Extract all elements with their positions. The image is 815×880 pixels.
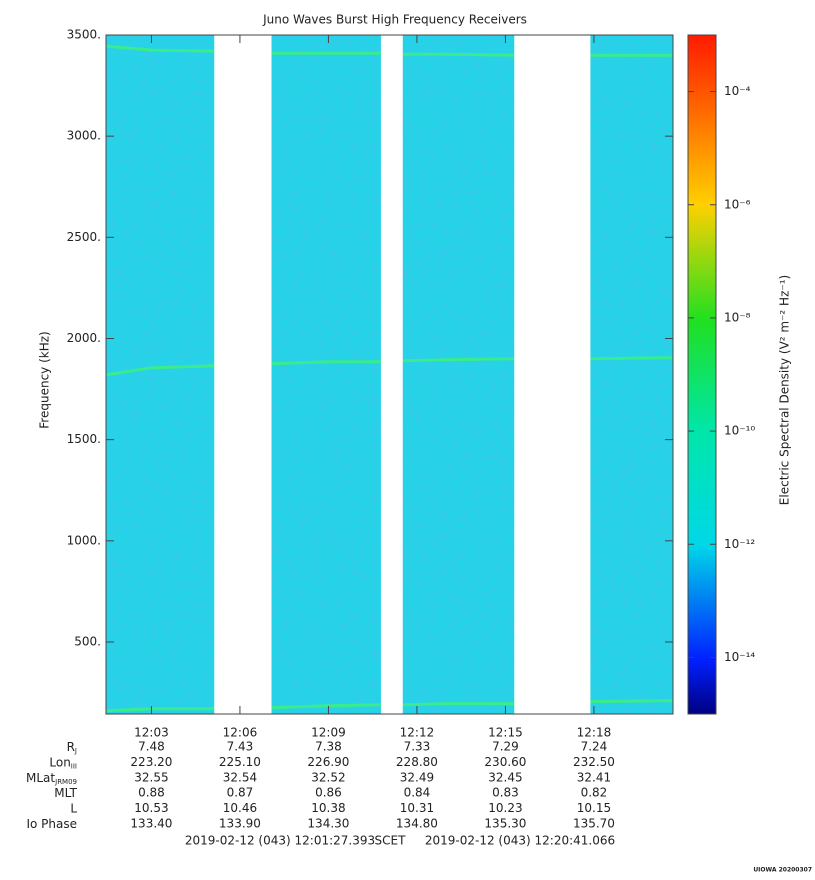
start-time: 2019-02-12 (043) 12:01:27.393 [185, 834, 375, 848]
colorbar [687, 34, 717, 715]
ephemeris-label-sub: III [71, 762, 77, 770]
y-tick-label: 2500. [67, 230, 101, 244]
ephemeris-label-text: MLat [26, 770, 55, 784]
ephemeris-value: 0.84 [404, 786, 431, 800]
y-tick-label: 2000. [67, 331, 101, 345]
data-gap [214, 35, 272, 714]
ephemeris-value: 7.38 [315, 740, 342, 754]
ephemeris-value: 7.33 [404, 740, 431, 754]
ephemeris-label: RJ [67, 740, 77, 756]
data-gap [380, 35, 403, 714]
ephemeris-value: 10.15 [577, 801, 611, 815]
colorbar-label: Electric Spectral Density (V² m⁻² Hz⁻¹) [778, 275, 792, 505]
chart-title: Juno Waves Burst High Frequency Receiver… [262, 13, 527, 27]
colorbar-tick-label: 10⁻⁶ [724, 197, 751, 211]
ephemeris-value: 133.90 [219, 817, 261, 831]
ephemeris-value: 223.20 [130, 755, 172, 769]
ephemeris-value: 32.52 [311, 770, 345, 784]
time-system: SCET [375, 834, 407, 848]
colorbar-tick-label: 10⁻¹⁰ [724, 424, 755, 438]
ephemeris-value: 0.87 [227, 786, 254, 800]
x-tick-label: 12:12 [400, 726, 435, 740]
ephemeris-value: 135.30 [484, 817, 526, 831]
ephemeris-value: 10.53 [134, 801, 168, 815]
x-tick-label: 12:06 [223, 726, 258, 740]
ephemeris-value: 228.80 [396, 755, 438, 769]
colorbar-tick-label: 10⁻⁴ [724, 84, 751, 98]
ephemeris-value: 135.70 [573, 817, 615, 831]
ephemeris-label-sub: JRM09 [54, 778, 77, 786]
y-axis-label: Frequency (kHz) [38, 331, 52, 428]
ephemeris-value: 226.90 [307, 755, 349, 769]
ephemeris-value: 232.50 [573, 755, 615, 769]
ephemeris-value: 32.41 [577, 770, 611, 784]
colorbar-tick-label: 10⁻¹⁴ [724, 650, 755, 664]
ephemeris-label: MLatJRM09 [26, 770, 77, 786]
data-gap [514, 35, 591, 714]
ephemeris-value: 7.24 [581, 740, 608, 754]
y-tick-label: 3000. [67, 129, 101, 143]
ephemeris-value: 134.80 [396, 817, 438, 831]
ephemeris-value: 7.48 [138, 740, 165, 754]
ephemeris-value: 7.29 [492, 740, 519, 754]
x-tick-label: 12:03 [134, 726, 169, 740]
ephemeris-value: 10.31 [400, 801, 434, 815]
ephemeris-value: 7.43 [227, 740, 254, 754]
y-tick-label: 1500. [67, 432, 101, 446]
ephemeris-value: 10.23 [488, 801, 522, 815]
ephemeris-label-text: Lon [49, 755, 70, 769]
end-time: 2019-02-12 (043) 12:20:41.066 [425, 834, 615, 848]
ephemeris-value: 32.55 [134, 770, 168, 784]
ephemeris-value: 134.30 [307, 817, 349, 831]
ephemeris-label-text: Io Phase [26, 817, 77, 831]
ephemeris-label: L [70, 801, 77, 815]
plot-frame [105, 34, 674, 715]
x-tick-label: 12:09 [311, 726, 346, 740]
ephemeris-value: 133.40 [130, 817, 172, 831]
ephemeris-label-text: L [70, 801, 77, 815]
ephemeris-value: 0.86 [315, 786, 342, 800]
x-tick-label: 12:18 [577, 726, 612, 740]
ephemeris-value: 10.38 [311, 801, 345, 815]
ephemeris-label-sub: J [74, 747, 77, 755]
ephemeris-value: 32.49 [400, 770, 434, 784]
x-tick-label: 12:15 [488, 726, 523, 740]
ephemeris-value: 0.83 [492, 786, 519, 800]
ephemeris-value: 225.10 [219, 755, 261, 769]
credit: UIOWA 20200307 [753, 867, 812, 874]
ephemeris-label: MLT [54, 786, 77, 800]
y-tick-label: 500. [74, 634, 101, 648]
ephemeris-value: 230.60 [484, 755, 526, 769]
ephemeris-label: Io Phase [26, 817, 77, 831]
colorbar-tick-label: 10⁻¹² [724, 537, 755, 551]
ephemeris-value: 32.54 [223, 770, 257, 784]
y-tick-label: 1000. [67, 533, 101, 547]
ephemeris-value: 0.88 [138, 786, 165, 800]
ephemeris-label: LonIII [49, 755, 77, 771]
y-tick-label: 3500. [67, 28, 101, 42]
ephemeris-value: 32.45 [488, 770, 522, 784]
colorbar-tick-label: 10⁻⁸ [724, 310, 751, 324]
ephemeris-value: 10.46 [223, 801, 257, 815]
ephemeris-label-text: R [67, 740, 75, 754]
ephemeris-value: 0.82 [581, 786, 608, 800]
ephemeris-label-text: MLT [54, 786, 77, 800]
